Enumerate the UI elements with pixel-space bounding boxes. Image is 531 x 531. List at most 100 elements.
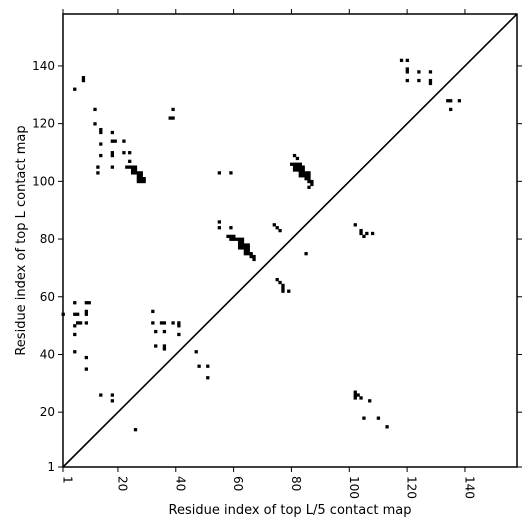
contact-point — [240, 246, 245, 250]
contact-point — [197, 364, 201, 368]
contact-point — [99, 142, 103, 146]
contact-point — [301, 165, 305, 169]
contact-point — [301, 171, 305, 175]
y-axis-label: Residue index of top L contact map — [14, 125, 29, 355]
contact-point — [246, 249, 250, 253]
x-axis-label: Residue index of top L/5 contact map — [169, 503, 412, 518]
contact-point — [359, 231, 363, 236]
contact-point — [362, 416, 366, 420]
contact-point — [243, 243, 248, 247]
contact-point — [298, 168, 302, 172]
contact-point — [307, 171, 311, 175]
contact-point — [298, 174, 302, 178]
contact-point — [177, 321, 181, 325]
x-tick-label: 60 — [231, 476, 245, 491]
contact-point — [307, 179, 311, 184]
contact-point — [217, 226, 221, 230]
contact-point — [110, 139, 115, 143]
contact-point — [110, 399, 115, 403]
contact-point — [133, 165, 138, 169]
y-tick-label: 120 — [32, 117, 55, 131]
contact-point — [139, 179, 143, 184]
diagonal-line — [62, 13, 518, 468]
y-tick-label: 40 — [40, 347, 55, 361]
contact-point — [243, 246, 248, 250]
contact-point — [84, 309, 88, 314]
contact-point — [307, 185, 311, 189]
contact-point — [295, 168, 300, 172]
contact-point — [246, 246, 250, 250]
contact-point — [295, 162, 300, 166]
contact-point — [171, 107, 175, 112]
contact-point — [73, 87, 77, 91]
contact-point — [93, 122, 97, 126]
contact-point — [113, 139, 117, 143]
contact-point — [84, 301, 88, 305]
contact-point — [96, 165, 100, 169]
contact-point — [136, 174, 141, 178]
x-tick-label: 140 — [462, 476, 476, 499]
contact-point — [405, 67, 409, 71]
contact-point — [353, 393, 357, 397]
contact-point — [81, 78, 86, 83]
contact-point — [362, 234, 366, 239]
contact-point — [177, 324, 181, 328]
contact-point — [428, 81, 433, 86]
contact-point — [353, 396, 357, 400]
contact-point — [310, 182, 314, 187]
contact-point — [99, 130, 103, 135]
contact-point — [133, 428, 138, 432]
contact-point — [128, 165, 132, 169]
contact-point — [292, 165, 297, 169]
contact-point — [110, 151, 115, 155]
contact-point — [237, 240, 242, 244]
contact-point — [136, 177, 141, 181]
x-tick-label: 80 — [289, 476, 303, 491]
contact-point — [292, 153, 297, 158]
contact-point — [128, 151, 132, 155]
contact-point — [154, 329, 158, 334]
contact-point — [125, 165, 129, 169]
contact-point — [275, 278, 279, 282]
y-tick-label: 100 — [32, 174, 55, 188]
x-tick-label: 100 — [347, 476, 361, 499]
contact-point — [240, 237, 245, 241]
contact-point — [96, 171, 100, 175]
contact-point — [110, 393, 115, 397]
contact-point — [206, 376, 210, 380]
contact-point — [229, 171, 233, 175]
contact-point — [252, 254, 256, 259]
contact-point — [272, 223, 276, 227]
contact-point — [405, 78, 409, 83]
contact-point — [240, 240, 245, 244]
x-tick-label: 120 — [405, 476, 419, 499]
contact-point — [93, 107, 97, 112]
contact-point — [142, 179, 146, 184]
contact-point — [133, 171, 138, 175]
x-tick-label: 40 — [173, 476, 187, 491]
contact-point — [73, 324, 77, 328]
contact-points — [61, 58, 462, 432]
contact-point — [130, 168, 135, 172]
contact-point — [281, 289, 285, 293]
contact-point — [237, 246, 242, 250]
contact-point — [73, 312, 77, 316]
contact-point — [122, 151, 126, 155]
x-tick-label: 1 — [61, 476, 75, 484]
contact-point — [151, 321, 155, 325]
contact-point — [162, 347, 167, 351]
plot-frame — [62, 13, 518, 468]
contact-point — [73, 332, 77, 337]
contact-point — [232, 234, 236, 239]
contact-point — [417, 70, 421, 74]
contact-point — [385, 425, 389, 429]
contact-point — [295, 165, 300, 169]
contact-point — [81, 76, 86, 80]
contact-point — [84, 312, 88, 316]
contact-point — [110, 130, 115, 135]
contact-point — [368, 399, 372, 403]
contact-point — [84, 367, 88, 371]
contact-point — [154, 344, 158, 348]
contact-point — [110, 165, 115, 169]
